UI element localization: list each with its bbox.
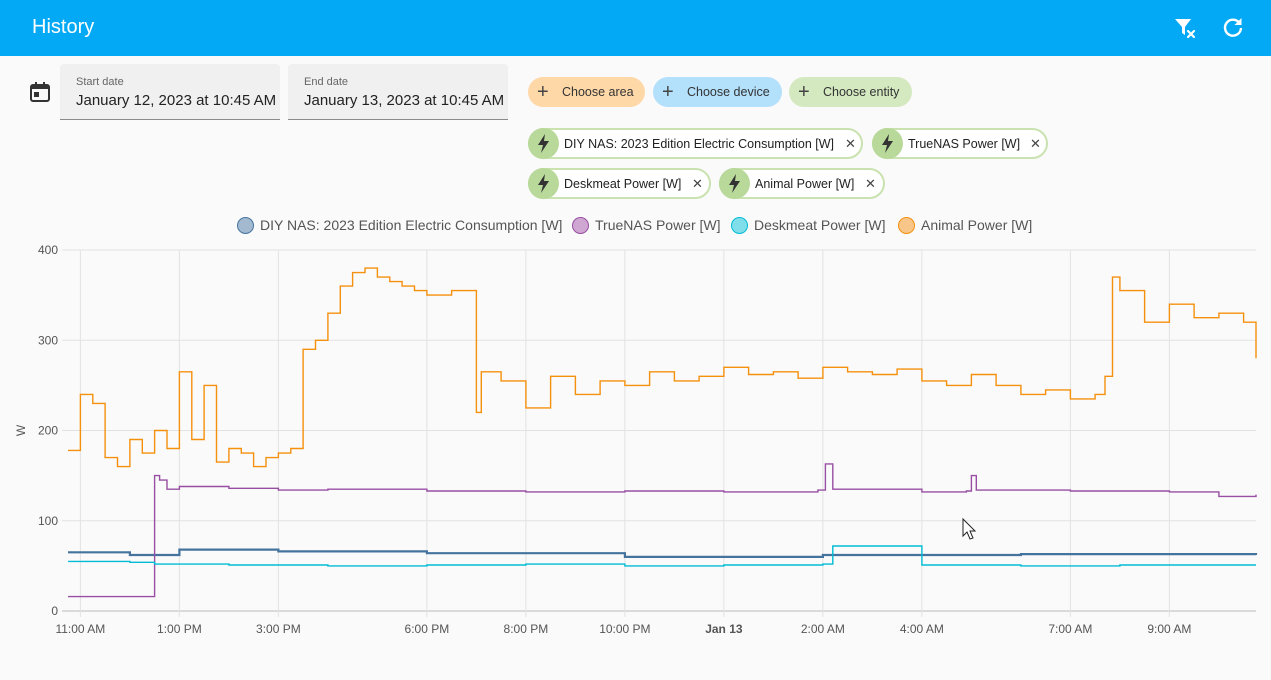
lightning-bolt-icon — [528, 128, 559, 159]
x-tick-label: 2:00 AM — [801, 622, 845, 636]
choose-entity-label: Choose entity — [823, 85, 900, 99]
refresh-icon[interactable] — [1219, 14, 1247, 42]
lightning-bolt-icon — [528, 168, 559, 199]
entity-chip-label: DIY NAS: 2023 Edition Electric Consumpti… — [564, 137, 835, 151]
start-date-field[interactable]: Start date January 12, 2023 at 10:45 AM — [60, 64, 280, 120]
lightning-bolt-icon — [872, 128, 903, 159]
x-tick-label: 11:00 AM — [55, 622, 105, 636]
choose-device-button[interactable]: + Choose device — [653, 77, 782, 107]
x-tick-label: 7:00 AM — [1048, 622, 1092, 636]
legend-item-truenas[interactable]: TrueNAS Power [W] — [572, 216, 722, 236]
entity-chip-deskmeat: Deskmeat Power [W] ✕ — [528, 168, 711, 199]
history-chart[interactable]: 0 100 200 300 400 11:00 AM 1:00 PM 3:00 PM 6:00… — [0, 238, 1271, 648]
y-tick-label: 0 — [51, 604, 58, 618]
entity-chip-label: Deskmeat Power [W] — [564, 177, 682, 191]
entity-chip-truenas: TrueNAS Power [W] ✕ — [872, 128, 1048, 159]
x-tick-label: 9:00 AM — [1147, 622, 1191, 636]
x-tick-label: 1:00 PM — [157, 622, 202, 636]
x-tick-label: 10:00 PM — [599, 622, 650, 636]
legend-label: DIY NAS: 2023 Edition Electric Consumpti… — [260, 217, 563, 233]
legend-dot — [731, 217, 748, 234]
y-tick-label: 100 — [38, 514, 58, 528]
plus-icon: + — [537, 81, 549, 103]
y-axis: 0 100 200 300 400 — [38, 243, 58, 618]
x-tick-label: Jan 13 — [705, 622, 743, 636]
x-tick-label: 6:00 PM — [405, 622, 450, 636]
legend-label: Animal Power [W] — [921, 217, 1033, 233]
y-axis-label: W — [14, 424, 28, 436]
start-date-label: Start date — [76, 76, 124, 88]
legend-label: TrueNAS Power [W] — [595, 217, 721, 233]
end-date-field[interactable]: End date January 13, 2023 at 10:45 AM — [288, 64, 508, 120]
series-line-3 — [68, 267, 1257, 468]
mouse-cursor-icon — [962, 517, 977, 540]
choose-device-label: Choose device — [687, 85, 770, 99]
series-line-1 — [68, 463, 1257, 598]
x-tick-label: 4:00 AM — [900, 622, 944, 636]
remove-chip-icon[interactable]: ✕ — [692, 176, 703, 191]
lightning-bolt-icon — [719, 168, 750, 199]
entity-chip-diy-nas: DIY NAS: 2023 Edition Electric Consumpti… — [528, 128, 863, 159]
choose-entity-button[interactable]: + Choose entity — [789, 77, 912, 107]
y-tick-label: 200 — [38, 424, 58, 438]
end-date-value[interactable]: January 13, 2023 at 10:45 AM — [304, 92, 505, 109]
series-line-2 — [68, 545, 1256, 567]
remove-chip-icon[interactable]: ✕ — [865, 176, 876, 191]
x-tick-label: 8:00 PM — [504, 622, 549, 636]
legend-dot — [898, 217, 915, 234]
legend-dot — [237, 217, 254, 234]
plus-icon: + — [662, 81, 674, 103]
legend-label: Deskmeat Power [W] — [754, 217, 886, 233]
chart-grid — [62, 249, 1256, 617]
choose-area-label: Choose area — [562, 85, 634, 99]
start-date-value[interactable]: January 12, 2023 at 10:45 AM — [76, 92, 277, 109]
filter-remove-icon[interactable] — [1171, 14, 1199, 42]
x-axis: 11:00 AM 1:00 PM 3:00 PM 6:00 PM 8:00 PM 10:0… — [55, 622, 1191, 636]
remove-chip-icon[interactable]: ✕ — [1030, 136, 1041, 151]
legend-item-animal[interactable]: Animal Power [W] — [898, 216, 1038, 236]
entity-chip-label: TrueNAS Power [W] — [908, 137, 1021, 151]
app-header: History — [0, 0, 1271, 56]
series-line-0 — [68, 548, 1258, 558]
legend-item-deskmeat[interactable]: Deskmeat Power [W] — [731, 216, 891, 236]
calendar-icon[interactable] — [28, 80, 52, 104]
x-tick-label: 3:00 PM — [256, 622, 301, 636]
y-tick-label: 400 — [38, 243, 58, 257]
end-date-label: End date — [304, 76, 349, 88]
choose-area-button[interactable]: + Choose area — [528, 77, 645, 107]
remove-chip-icon[interactable]: ✕ — [845, 136, 856, 151]
entity-chip-animal: Animal Power [W] ✕ — [719, 168, 885, 199]
entity-chip-label: Animal Power [W] — [755, 177, 855, 191]
y-tick-label: 300 — [38, 333, 58, 347]
plus-icon: + — [798, 81, 810, 103]
legend-item-diy-nas[interactable]: DIY NAS: 2023 Edition Electric Consumpti… — [237, 216, 567, 236]
page-title: History — [32, 16, 95, 38]
legend-dot — [572, 217, 589, 234]
chart-series — [68, 267, 1258, 598]
